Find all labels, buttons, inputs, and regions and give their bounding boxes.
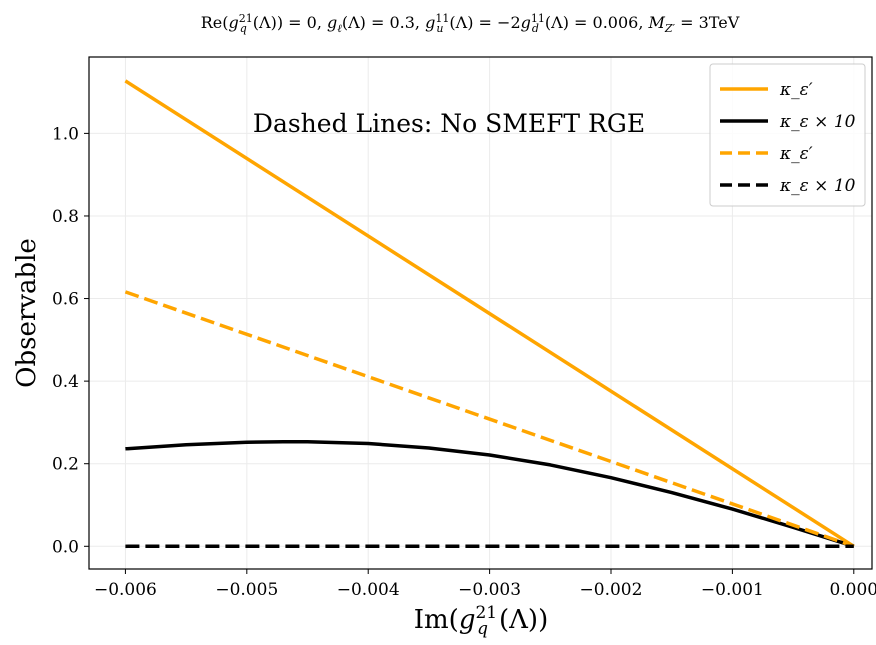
y-tick-label: 0.0 [52, 537, 79, 557]
y-tick-label: 1.0 [52, 124, 79, 144]
chart-title: Re(g21 q (Λ)) = 0, gℓ(Λ) = 0.3, g11 u (Λ) = … [201, 12, 740, 35]
legend: κ_ε′ κ_ε × 10 κ_ε′ κ_ε × 10 [709, 63, 866, 207]
y-axis-title: Observable [12, 238, 42, 388]
axis-ticks: −0.006 −0.005 −0.004 −0.003 −0.002 −0.001 0.00… [52, 124, 876, 600]
x-tick-label: −0.004 [337, 580, 400, 600]
x-axis-title: Im(g21 q (Λ)) [414, 603, 548, 639]
y-tick-label: 0.8 [52, 207, 79, 227]
y-tick-label: 0.4 [52, 372, 79, 392]
series-line-0-solid [124, 79, 855, 548]
legend-label-0: κ_ε′ [779, 80, 813, 100]
plot-frame [88, 56, 873, 570]
plot-series [124, 79, 855, 549]
series-line-2-dashed [124, 290, 855, 548]
dashed-lines-annotation: Dashed Lines: No SMEFT RGE [253, 109, 645, 138]
x-tick-label: 0.000 [829, 580, 876, 600]
series-line-1-solid [125, 440, 855, 548]
legend-box [709, 63, 866, 207]
y-tick-label: 0.6 [52, 290, 79, 310]
x-tick-label: −0.002 [580, 580, 643, 600]
x-tick-label: −0.006 [94, 580, 157, 600]
legend-label-3: κ_ε × 10 [779, 176, 856, 196]
legend-label-2: κ_ε′ [779, 144, 813, 164]
legend-label-1: κ_ε × 10 [779, 112, 856, 132]
x-tick-label: −0.001 [701, 580, 764, 600]
x-tick-label: −0.003 [458, 580, 521, 600]
y-tick-label: 0.2 [52, 455, 79, 475]
x-tick-label: −0.005 [215, 580, 278, 600]
